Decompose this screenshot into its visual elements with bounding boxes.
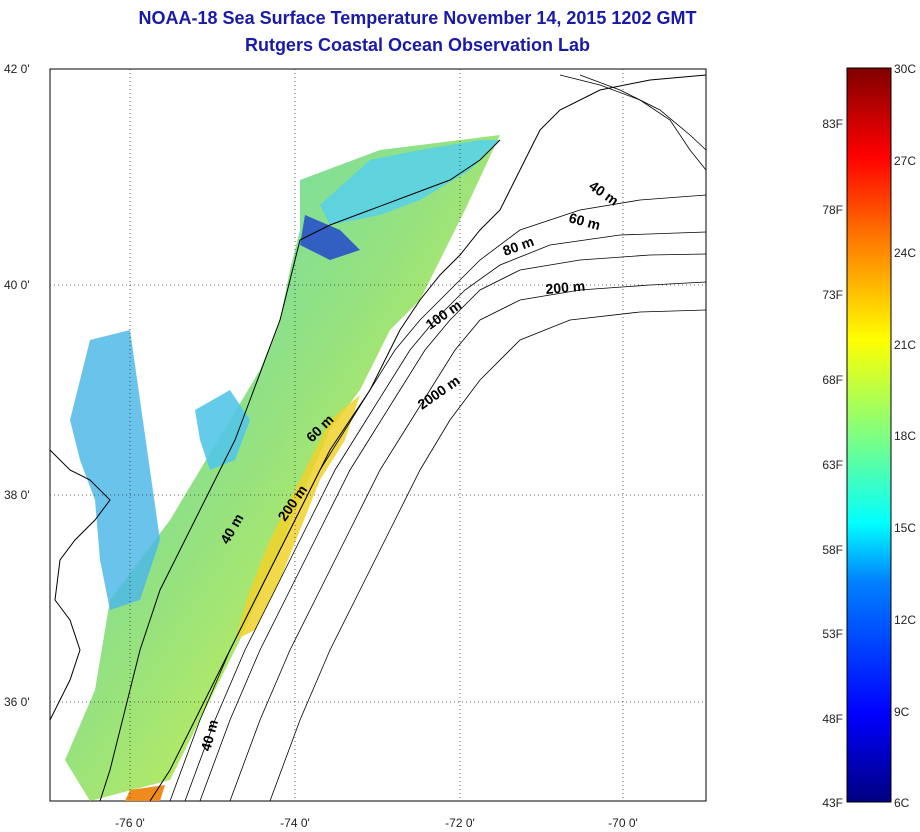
lat-tick-42: 42 0' <box>4 62 30 76</box>
lon-tick-74: -74 0' <box>280 816 310 830</box>
bathymetry-contours <box>169 74 706 801</box>
cb-f-68: 68F <box>822 373 843 387</box>
contour-label-40m-south: 40 m <box>197 718 221 753</box>
cb-f-78: 78F <box>822 203 843 217</box>
contour-label-200m-ne: 200 m <box>545 278 586 297</box>
cold-fringe <box>300 215 360 260</box>
lat-tick-38: 38 0' <box>4 488 30 502</box>
lon-tick-72: -72 0' <box>445 816 475 830</box>
contour-label-60m-ne: 60 m <box>567 209 602 233</box>
warm-patch <box>125 785 165 801</box>
map-title: NOAA-18 Sea Surface Temperature November… <box>138 8 697 28</box>
cb-c-6: 6C <box>894 796 910 810</box>
lat-tick-36: 36 0' <box>4 695 30 709</box>
cb-f-63: 63F <box>822 458 843 472</box>
chesapeake-bay <box>70 330 160 610</box>
cb-f-48: 48F <box>822 712 843 726</box>
cb-f-53: 53F <box>822 627 843 641</box>
cb-c-30: 30C <box>894 62 916 76</box>
lon-tick-70: -70 0' <box>608 816 638 830</box>
cb-c-18: 18C <box>894 429 916 443</box>
lat-tick-40: 40 0' <box>4 278 30 292</box>
cb-c-15: 15C <box>894 521 916 535</box>
coastline <box>50 74 706 801</box>
cb-c-12: 12C <box>894 613 916 627</box>
delaware-bay <box>195 390 250 470</box>
cb-c-27: 27C <box>894 154 916 168</box>
cb-c-24: 24C <box>894 246 916 260</box>
cold-coast-ny <box>320 140 500 225</box>
map-gridlines <box>50 69 706 801</box>
cb-c-9: 9C <box>894 705 910 719</box>
cb-f-58: 58F <box>822 543 843 557</box>
cb-c-21: 21C <box>894 338 916 352</box>
map-subtitle: Rutgers Coastal Ocean Observation Lab <box>244 35 591 55</box>
colorbar <box>846 67 892 803</box>
cb-f-73: 73F <box>822 288 843 302</box>
cb-f-83: 83F <box>822 117 843 131</box>
cb-f-43: 43F <box>822 796 843 810</box>
sst-swath <box>65 135 500 801</box>
lon-tick-76: -76 0' <box>115 816 145 830</box>
